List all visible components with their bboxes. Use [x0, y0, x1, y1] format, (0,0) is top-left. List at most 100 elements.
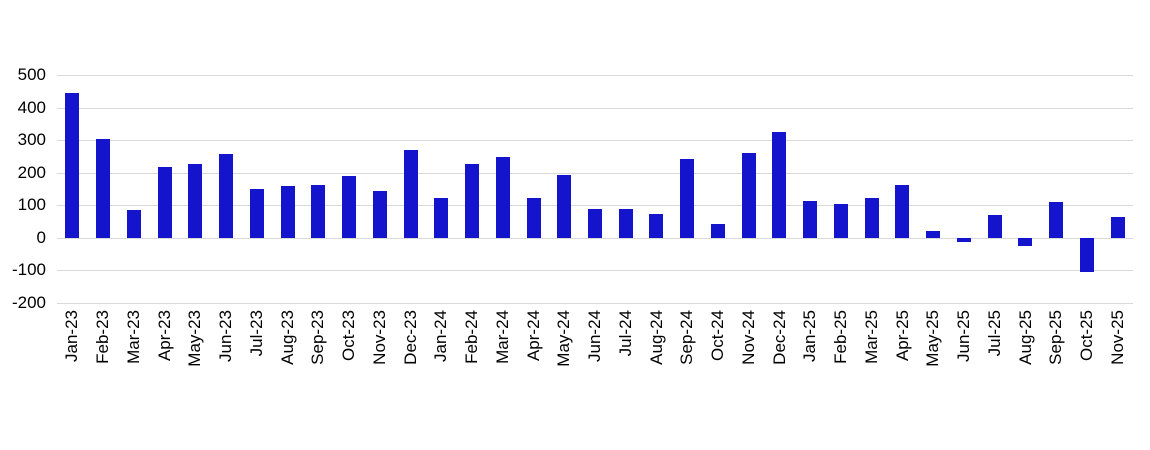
bar: [126, 209, 141, 238]
y-tick-label: 100: [17, 195, 46, 215]
x-tick-label: Aug-23: [277, 310, 297, 365]
bar: [926, 231, 941, 238]
x-tick-label: Apr-25: [892, 310, 912, 362]
x-tick: Mar-25: [857, 310, 888, 367]
y-tick-label: 0: [36, 227, 46, 247]
gridline: [57, 270, 1133, 272]
x-tick: Jan-24: [426, 310, 457, 367]
bar: [833, 203, 848, 238]
x-tick: Apr-23: [149, 310, 180, 367]
x-tick-label: Apr-24: [523, 310, 543, 362]
bar: [618, 208, 633, 238]
x-tick-label: Apr-23: [154, 310, 174, 362]
y-tick-label: 200: [17, 162, 46, 182]
x-tick: Feb-25: [826, 310, 857, 367]
x-tick: Apr-25: [887, 310, 918, 367]
x-tick-label: Sep-25: [1046, 310, 1066, 365]
y-tick-label: 300: [17, 130, 46, 150]
x-tick-label: Jun-23: [216, 310, 236, 362]
x-tick: Jun-23: [211, 310, 242, 367]
bar: [157, 167, 172, 238]
bar: [372, 191, 387, 238]
x-tick-label: May-23: [185, 310, 205, 367]
x-tick: Mar-23: [119, 310, 150, 367]
x-tick: Aug-25: [1010, 310, 1041, 367]
gridline: [57, 140, 1133, 142]
x-tick: Oct-25: [1072, 310, 1103, 367]
bar: [1110, 216, 1125, 238]
bar: [772, 132, 787, 238]
x-tick: Dec-24: [764, 310, 795, 367]
gridline: [57, 303, 1133, 304]
bar: [280, 186, 295, 238]
gridline: [57, 237, 1133, 239]
x-tick: Nov-25: [1103, 310, 1134, 367]
y-tick-label: 500: [17, 65, 46, 84]
bar: [65, 92, 80, 238]
bar: [1079, 237, 1094, 272]
x-tick: Oct-23: [334, 310, 365, 367]
x-tick-label: Feb-24: [462, 310, 482, 364]
x-tick: Feb-24: [457, 310, 488, 367]
x-tick: Sep-24: [672, 310, 703, 367]
x-tick-label: Oct-25: [1077, 310, 1097, 362]
plot-area: [57, 75, 1133, 304]
x-tick: Nov-24: [734, 310, 765, 367]
x-tick: Aug-24: [641, 310, 672, 367]
bar: [1049, 202, 1064, 238]
bar: [526, 198, 541, 238]
x-tick: Jul-25: [980, 310, 1011, 367]
x-tick-label: Jan-25: [800, 310, 820, 362]
x-tick-label: May-24: [554, 310, 574, 367]
x-tick-label: Dec-24: [769, 310, 789, 365]
bar: [342, 175, 357, 238]
bar: [864, 197, 879, 238]
bar: [465, 163, 480, 238]
bar: [710, 223, 725, 238]
gridline: [57, 172, 1133, 174]
bar: [219, 153, 234, 238]
x-tick: Jun-25: [949, 310, 980, 367]
x-tick-label: Jun-24: [585, 310, 605, 362]
bar: [956, 237, 971, 243]
bar: [803, 201, 818, 238]
x-tick: Feb-23: [88, 310, 119, 367]
bar: [557, 174, 572, 238]
x-tick: Nov-23: [365, 310, 396, 367]
bar: [403, 149, 418, 238]
x-tick-label: Jan-23: [62, 310, 82, 362]
x-tick-label: May-25: [923, 310, 943, 367]
bar: [249, 189, 264, 238]
x-tick-label: Jul-24: [615, 310, 635, 357]
x-tick-label: Feb-23: [93, 310, 113, 364]
bar: [895, 185, 910, 238]
gridline: [57, 75, 1133, 76]
bar: [1018, 237, 1033, 247]
x-tick: Jan-25: [795, 310, 826, 367]
bar: [588, 209, 602, 238]
bar: [311, 185, 326, 238]
bar: [96, 138, 111, 238]
x-tick: Dec-23: [395, 310, 426, 367]
x-tick-label: Jul-25: [984, 310, 1004, 357]
x-tick: May-23: [180, 310, 211, 367]
y-tick-label: -200: [11, 293, 46, 312]
x-tick: Jul-23: [242, 310, 273, 367]
x-tick-label: Nov-23: [369, 310, 389, 365]
x-tick-label: Sep-24: [677, 310, 697, 365]
x-tick: Sep-25: [1041, 310, 1072, 367]
x-tick-label: Feb-25: [831, 310, 851, 364]
x-tick: May-25: [918, 310, 949, 367]
x-tick-label: Nov-25: [1107, 310, 1127, 365]
bar: [741, 152, 756, 238]
x-tick: Jan-23: [57, 310, 88, 367]
x-tick: Oct-24: [703, 310, 734, 367]
x-tick-label: Nov-24: [738, 310, 758, 365]
x-tick-label: Mar-25: [861, 310, 881, 364]
x-tick: Jun-24: [580, 310, 611, 367]
x-tick-label: Jun-25: [954, 310, 974, 362]
x-tick: Mar-24: [488, 310, 519, 367]
y-tick-label: 400: [17, 97, 46, 117]
bar: [680, 158, 695, 238]
